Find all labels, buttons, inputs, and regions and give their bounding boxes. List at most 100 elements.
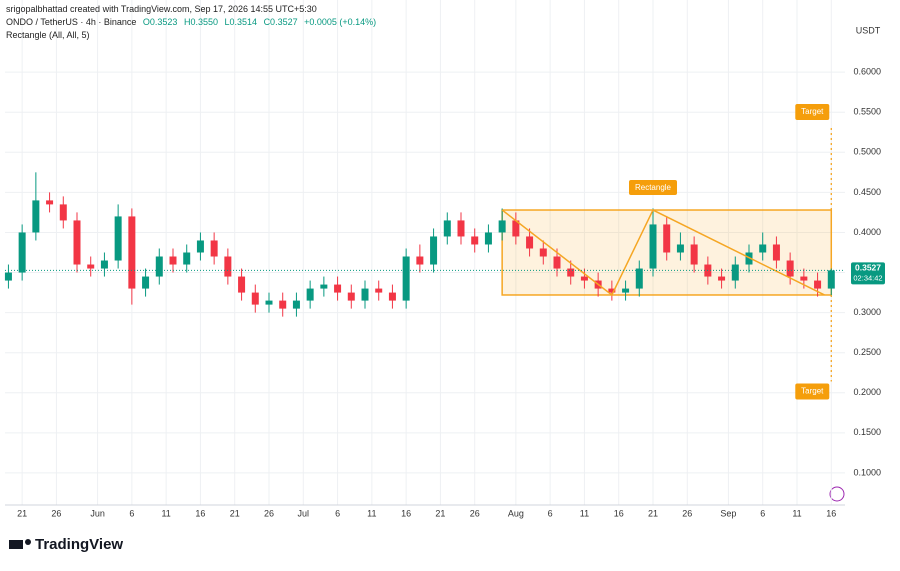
candle-body — [457, 220, 465, 237]
logo-dot — [25, 539, 31, 545]
candle-body — [114, 216, 122, 261]
last-price-label: 0.3527 — [855, 263, 881, 273]
candle-body — [155, 256, 163, 277]
candle-body — [498, 220, 506, 233]
candle-body — [800, 276, 808, 281]
candle-body — [238, 276, 246, 293]
currency: USDT — [856, 25, 881, 35]
candle-body — [361, 288, 369, 301]
x-tick-label: Jun — [90, 508, 105, 518]
candle-body — [169, 256, 177, 265]
candle-body — [471, 236, 479, 245]
candle-body — [87, 264, 95, 269]
close-label: C0.3527 — [263, 17, 298, 27]
candle-body — [759, 244, 767, 253]
x-tick-label: 26 — [51, 508, 61, 518]
candle-body — [690, 244, 698, 265]
candle-body — [292, 300, 300, 309]
candle-body — [402, 256, 410, 301]
high-label: H0.3550 — [183, 17, 218, 27]
y-tick-label: 0.1500 — [853, 427, 881, 437]
y-tick-label: 0.2000 — [853, 387, 881, 397]
candle-body — [512, 220, 520, 237]
candle-body — [827, 270, 835, 289]
symbol: ONDO / TetherUS · 4h · Binance — [6, 17, 137, 27]
credit: srigopalbhattad created with TradingView… — [6, 4, 317, 14]
x-tick-label: 21 — [648, 508, 658, 518]
last-price-box — [851, 262, 885, 285]
candle-body — [539, 248, 547, 257]
x-tick-label: 6 — [335, 508, 340, 518]
x-tick-label: 16 — [614, 508, 624, 518]
candle-body — [649, 224, 657, 269]
candle-body — [59, 204, 67, 221]
candle-body — [142, 276, 150, 289]
candle-body — [4, 272, 12, 281]
candle-body — [745, 252, 753, 265]
x-tick-label: 26 — [682, 508, 692, 518]
candle-body — [443, 220, 451, 237]
countdown: 02:34:42 — [853, 273, 882, 282]
x-tick-label: 11 — [580, 508, 589, 518]
candle-body — [210, 240, 218, 257]
candle-body — [676, 244, 684, 253]
candle-body — [786, 260, 794, 277]
candle-body — [416, 256, 424, 265]
candle-body — [567, 268, 575, 277]
y-tick-label: 0.2500 — [853, 347, 881, 357]
candle-body — [526, 236, 534, 249]
x-tick-label: 21 — [435, 508, 445, 518]
candle-body — [635, 268, 643, 289]
candle-body — [100, 260, 108, 269]
x-tick-label: 26 — [264, 508, 274, 518]
x-tick-label: Sep — [720, 508, 736, 518]
candle-body — [224, 256, 232, 277]
candle-body — [183, 252, 191, 265]
logo — [9, 539, 31, 549]
x-tick-label: 26 — [470, 508, 480, 518]
candle-body — [484, 232, 492, 245]
candle-body — [320, 284, 328, 289]
candles — [4, 172, 835, 317]
candle-body — [553, 256, 561, 269]
candle-body — [731, 264, 739, 281]
y-tick-label: 0.1000 — [853, 467, 881, 477]
x-tick-label: 11 — [161, 508, 170, 518]
candle-body — [814, 280, 822, 289]
alert-icon[interactable] — [829, 486, 845, 502]
y-tick-label: 0.4500 — [853, 187, 881, 197]
pattern-label: Rectangle — [635, 183, 672, 192]
y-tick-label: 0.3000 — [853, 307, 881, 317]
candle-body — [622, 288, 630, 293]
candle-body — [334, 284, 342, 293]
brand: TradingView — [35, 536, 123, 553]
candle-body — [663, 224, 671, 253]
x-tick-label: Jul — [298, 508, 310, 518]
pattern-label-box — [629, 180, 677, 195]
candle-body — [18, 232, 26, 273]
indicator-label: Rectangle (All, All, 5) — [6, 30, 90, 40]
candle-body — [279, 300, 287, 309]
x-tick-label: 6 — [760, 508, 765, 518]
candle-body — [32, 200, 40, 233]
target-label: Target — [801, 107, 824, 116]
ohlc-row: ONDO / TetherUS · 4h · Binance O0.3523 H… — [6, 16, 380, 29]
open-label: O0.3523 — [142, 17, 178, 27]
candle-body — [347, 292, 355, 301]
candle-body — [251, 292, 259, 305]
candle-body — [46, 200, 54, 205]
target-label: Target — [801, 387, 824, 396]
x-tick-label: 11 — [367, 508, 376, 518]
low-label: L0.3514 — [224, 17, 258, 27]
candle-body — [608, 288, 616, 293]
x-tick-label: 11 — [792, 508, 801, 518]
candle-body — [73, 220, 81, 265]
candle-body — [196, 240, 204, 253]
y-tick-label: 0.5000 — [853, 147, 881, 157]
candle-body — [772, 244, 780, 261]
x-tick-label: 16 — [401, 508, 411, 518]
x-tick-label: 21 — [17, 508, 27, 518]
x-tick-label: 16 — [826, 508, 836, 518]
